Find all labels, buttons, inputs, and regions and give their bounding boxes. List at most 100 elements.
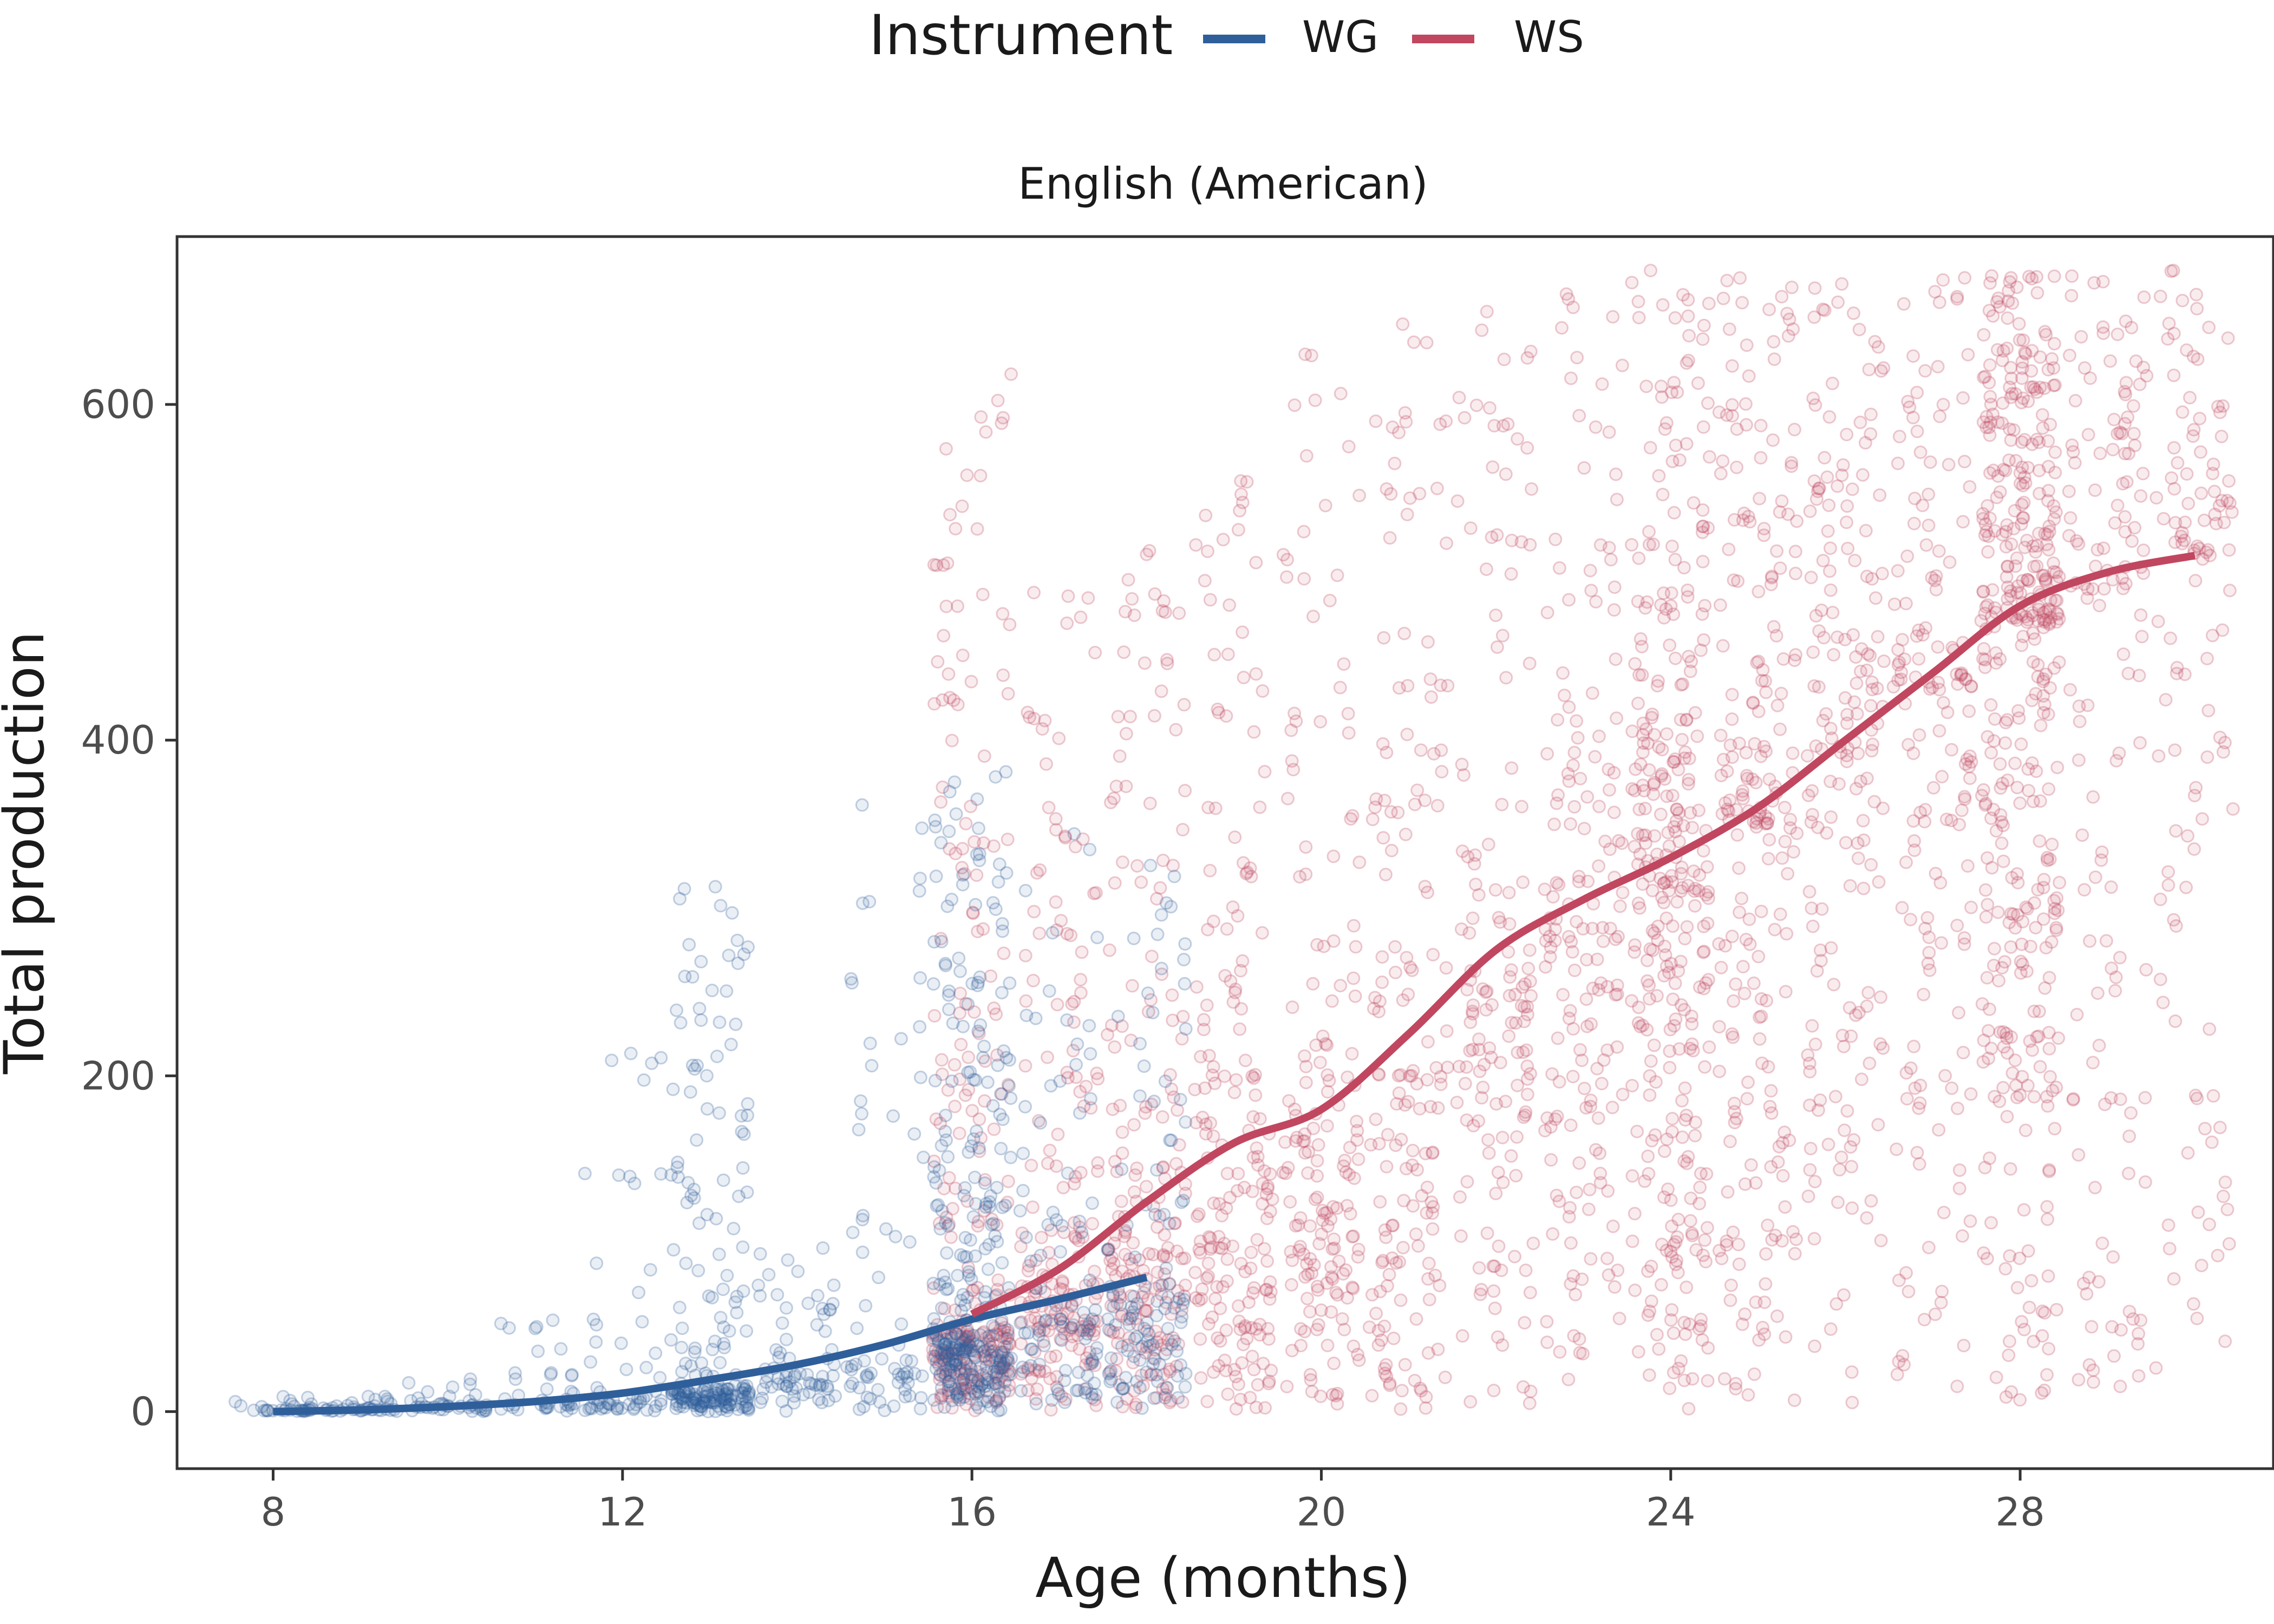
data-point <box>1119 780 1133 794</box>
data-point <box>992 1372 1006 1386</box>
data-point <box>1139 1304 1153 1318</box>
data-point <box>1808 1175 1822 1189</box>
data-point <box>1244 1321 1258 1335</box>
data-point <box>1102 1242 1116 1256</box>
data-point <box>951 1346 965 1360</box>
data-point <box>863 1036 877 1050</box>
data-point <box>1249 1400 1263 1415</box>
data-point <box>1044 1313 1058 1327</box>
data-point <box>1025 1371 1038 1385</box>
data-point <box>886 1109 900 1123</box>
data-point <box>855 1106 868 1121</box>
data-point <box>1753 1032 1767 1046</box>
data-point <box>1108 1155 1122 1169</box>
data-point <box>1318 499 1332 513</box>
data-point <box>1682 329 1696 343</box>
data-point <box>1127 1384 1141 1398</box>
data-point <box>2151 614 2165 628</box>
data-point <box>716 1173 730 1187</box>
data-point <box>2003 1162 2017 1176</box>
data-point <box>1163 1133 1177 1147</box>
data-point <box>978 1176 992 1190</box>
data-point <box>1245 1350 1259 1364</box>
data-point <box>1120 1312 1134 1326</box>
data-point <box>1685 1228 1700 1242</box>
data-point <box>1125 979 1139 993</box>
data-point <box>1725 398 1739 412</box>
data-point <box>1148 1343 1162 1357</box>
points-layer <box>228 264 2240 1418</box>
data-point <box>1632 802 1646 816</box>
data-point <box>670 1003 683 1017</box>
data-point <box>971 1219 985 1233</box>
data-point <box>1516 875 1530 889</box>
data-point <box>1200 544 1214 558</box>
data-point <box>1741 1075 1755 1089</box>
data-point <box>2020 533 2034 547</box>
data-point <box>913 1020 927 1034</box>
data-point <box>1740 338 1754 352</box>
data-point <box>970 868 984 882</box>
data-point <box>1987 463 2001 477</box>
data-point <box>2128 438 2142 453</box>
data-point <box>1263 1275 1277 1289</box>
data-point <box>1193 1234 1207 1248</box>
data-point <box>1441 679 1455 693</box>
data-point <box>1995 836 2009 850</box>
data-point <box>1495 797 1509 811</box>
data-point <box>1723 1135 1737 1149</box>
data-point <box>1333 680 1347 695</box>
data-point <box>993 1108 1007 1122</box>
data-point <box>1486 460 1500 474</box>
data-point <box>2137 290 2151 304</box>
data-point <box>1060 927 1074 941</box>
data-point <box>1371 1324 1386 1338</box>
data-point <box>1906 410 1920 424</box>
data-point <box>1778 835 1792 849</box>
data-point <box>1684 1009 1698 1023</box>
data-point <box>1642 525 1656 539</box>
data-point <box>1956 515 1970 529</box>
data-point <box>2168 535 2182 549</box>
data-point <box>978 1349 992 1363</box>
data-point <box>938 1124 952 1138</box>
data-point <box>2022 1300 2036 1314</box>
data-point <box>1082 1324 1096 1338</box>
data-point <box>1523 538 1537 552</box>
data-point <box>999 1340 1014 1354</box>
data-point <box>872 1271 886 1285</box>
data-point <box>987 1344 1001 1358</box>
data-point <box>1018 948 1033 962</box>
data-point <box>940 899 955 913</box>
data-point <box>1426 1222 1440 1236</box>
data-point <box>1659 727 1674 741</box>
data-point <box>2175 405 2190 419</box>
data-point <box>958 1230 972 1245</box>
data-point <box>1265 1192 1279 1206</box>
data-point <box>1736 960 1750 974</box>
data-point <box>1477 1058 1491 1072</box>
data-point <box>1853 415 1867 429</box>
data-point <box>2132 669 2146 683</box>
data-point <box>736 1240 750 1254</box>
data-point <box>1754 905 1768 919</box>
data-point <box>844 1379 858 1393</box>
data-point <box>972 1141 986 1155</box>
data-point <box>1539 934 1553 948</box>
data-point <box>1033 863 1047 877</box>
data-point <box>1145 1367 1159 1381</box>
data-point <box>1958 271 1972 285</box>
data-point <box>1485 998 1499 1012</box>
data-point <box>1680 437 1694 451</box>
data-point <box>962 1050 975 1064</box>
data-point <box>1645 883 1659 898</box>
data-point <box>1680 1280 1694 1294</box>
data-point <box>946 693 960 707</box>
data-point <box>1292 1243 1306 1257</box>
data-point <box>1502 1029 1516 1043</box>
data-point <box>1838 1123 1852 1137</box>
data-point <box>2132 1369 2146 1383</box>
data-point <box>1805 1019 1819 1033</box>
data-point <box>1731 1237 1746 1252</box>
data-point <box>2096 320 2110 334</box>
